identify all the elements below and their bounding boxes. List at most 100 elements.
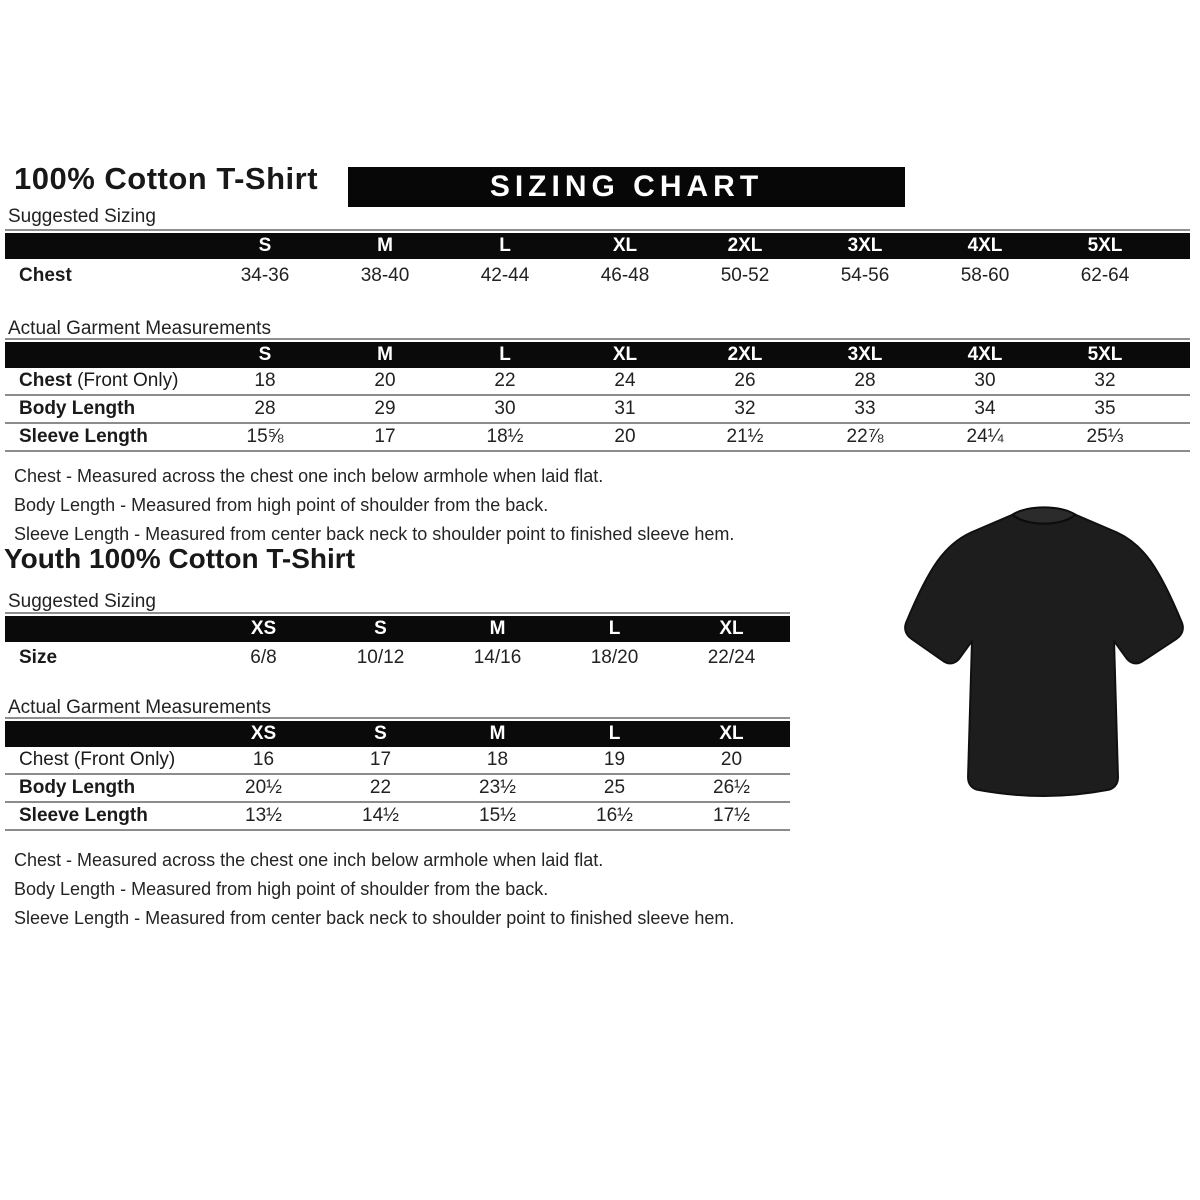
col-header: 3XL bbox=[847, 344, 883, 365]
cell: 42-44 bbox=[480, 265, 530, 286]
cell: 24 bbox=[614, 370, 636, 391]
cell: 16 bbox=[252, 749, 275, 770]
cell: 17 bbox=[369, 749, 392, 770]
sizing-chart-banner: SIZING CHART bbox=[348, 167, 905, 207]
cell: 32 bbox=[1094, 370, 1116, 391]
note-body-length: Body Length - Measured from high point o… bbox=[14, 495, 549, 515]
youth-section-title: Youth 100% Cotton T-Shirt bbox=[4, 543, 356, 574]
col-header: XS bbox=[250, 723, 277, 744]
cell: 32 bbox=[734, 398, 756, 419]
adult-actual-table-body: Chest (Front Only) 18 20 22 24 26 28 30 … bbox=[5, 368, 1190, 452]
cell: 24¼ bbox=[966, 426, 1004, 447]
cell: 50-52 bbox=[720, 265, 770, 286]
cell: 31 bbox=[614, 398, 636, 419]
cell: 22 bbox=[494, 370, 516, 391]
youth-sleeve-length-row: Sleeve Length 13½ 14½ 15½ 16½ 17½ bbox=[5, 803, 790, 831]
col-header: L bbox=[499, 344, 511, 365]
col-header: S bbox=[374, 618, 387, 639]
youth-body-length-row: Body Length 20½ 22 23½ 25 26½ bbox=[5, 775, 790, 803]
youth-actual-table-body: Chest (Front Only) 16 17 18 19 20 Body L… bbox=[5, 747, 790, 831]
cell: 33 bbox=[854, 398, 876, 419]
row-label: Chest (Front Only) bbox=[19, 749, 176, 770]
youth-actual-header-row: XS S M L XL bbox=[5, 721, 790, 747]
header-spacer bbox=[5, 342, 205, 368]
cell: 54-56 bbox=[840, 265, 890, 286]
note-sleeve-length: Sleeve Length - Measured from center bac… bbox=[14, 908, 735, 928]
header-spacer bbox=[5, 616, 205, 642]
cell: 34-36 bbox=[240, 265, 290, 286]
cell: 6/8 bbox=[250, 647, 277, 668]
col-header: XS bbox=[250, 618, 277, 639]
note-chest: Chest - Measured across the chest one in… bbox=[14, 466, 604, 486]
col-header: L bbox=[499, 235, 511, 256]
col-header: L bbox=[608, 723, 621, 744]
col-header: 4XL bbox=[967, 235, 1003, 256]
divider-line bbox=[5, 338, 1190, 340]
youth-size-row: Size 6/8 10/12 14/16 18/20 22/24 bbox=[5, 642, 790, 674]
youth-actual-measurements-label: Actual Garment Measurements bbox=[8, 697, 271, 718]
note-sleeve-length: Sleeve Length - Measured from center bac… bbox=[14, 524, 735, 544]
cell: 22 bbox=[369, 777, 392, 798]
col-header: M bbox=[489, 723, 506, 744]
adult-chest-front-row: Chest (Front Only) 18 20 22 24 26 28 30 … bbox=[5, 368, 1190, 396]
cell: 19 bbox=[603, 749, 626, 770]
cell: 26 bbox=[734, 370, 756, 391]
row-label-bold: Chest bbox=[19, 370, 72, 391]
col-header: M bbox=[489, 618, 506, 639]
cell: 10/12 bbox=[356, 647, 405, 668]
cell: 17½ bbox=[713, 805, 750, 826]
col-header: 5XL bbox=[1087, 344, 1123, 365]
cell: 23½ bbox=[479, 777, 516, 798]
row-label: Chest bbox=[19, 265, 72, 286]
cell: 46-48 bbox=[600, 265, 650, 286]
col-header: XL bbox=[719, 723, 744, 744]
note-body-length: Body Length - Measured from high point o… bbox=[14, 879, 549, 899]
col-header: 2XL bbox=[727, 235, 763, 256]
cell: 34 bbox=[974, 398, 996, 419]
cell: 30 bbox=[974, 370, 996, 391]
youth-suggested-sizing-label: Suggested Sizing bbox=[8, 591, 156, 612]
black-tshirt-image bbox=[896, 490, 1192, 798]
col-header: 3XL bbox=[847, 235, 883, 256]
youth-chest-front-row: Chest (Front Only) 16 17 18 19 20 bbox=[5, 747, 790, 775]
note-chest: Chest - Measured across the chest one in… bbox=[14, 850, 604, 870]
cell: 26½ bbox=[713, 777, 750, 798]
row-label: Chest (Front Only) bbox=[5, 368, 205, 394]
col-header: XL bbox=[719, 618, 744, 639]
cell: 18½ bbox=[486, 426, 524, 447]
col-header: 5XL bbox=[1087, 235, 1123, 256]
col-header: 4XL bbox=[967, 344, 1003, 365]
col-header: S bbox=[258, 235, 272, 256]
col-header: XL bbox=[612, 344, 638, 365]
adult-actual-header-row: S M L XL 2XL 3XL 4XL 5XL bbox=[5, 342, 1190, 368]
header-spacer bbox=[5, 721, 205, 747]
col-header: S bbox=[258, 344, 272, 365]
adult-suggested-header-row: S M L XL 2XL 3XL 4XL 5XL bbox=[5, 233, 1190, 259]
cell: 16½ bbox=[596, 805, 633, 826]
cell: 22/24 bbox=[707, 647, 756, 668]
row-label: Size bbox=[19, 647, 58, 668]
cell: 20½ bbox=[245, 777, 282, 798]
banner-label: SIZING CHART bbox=[489, 170, 764, 203]
row-label: Sleeve Length bbox=[19, 426, 148, 447]
cell: 22⅞ bbox=[846, 426, 884, 447]
cell: 13½ bbox=[245, 805, 282, 826]
col-header: M bbox=[377, 235, 393, 256]
divider-line bbox=[5, 612, 790, 614]
page-title: 100% Cotton T-Shirt bbox=[14, 161, 319, 196]
row-label: Body Length bbox=[19, 777, 136, 798]
cell: 25 bbox=[603, 777, 626, 798]
cell: 18 bbox=[254, 370, 276, 391]
row-label: Body Length bbox=[19, 398, 136, 419]
header-spacer bbox=[5, 233, 205, 259]
adult-actual-measurements-label: Actual Garment Measurements bbox=[8, 318, 271, 339]
adult-body-length-row: Body Length 28 29 30 31 32 33 34 35 bbox=[5, 396, 1190, 424]
cell: 30 bbox=[494, 398, 516, 419]
adult-measurement-notes: Chest - Measured across the chest one in… bbox=[14, 462, 734, 549]
col-header: L bbox=[608, 618, 621, 639]
cell: 25⅓ bbox=[1086, 426, 1124, 447]
adult-chest-row: Chest 34-36 38-40 42-44 46-48 50-52 54-5… bbox=[5, 259, 1190, 293]
cell: 15⅝ bbox=[246, 426, 284, 447]
cell: 18/20 bbox=[590, 647, 639, 668]
cell: 20 bbox=[720, 749, 743, 770]
